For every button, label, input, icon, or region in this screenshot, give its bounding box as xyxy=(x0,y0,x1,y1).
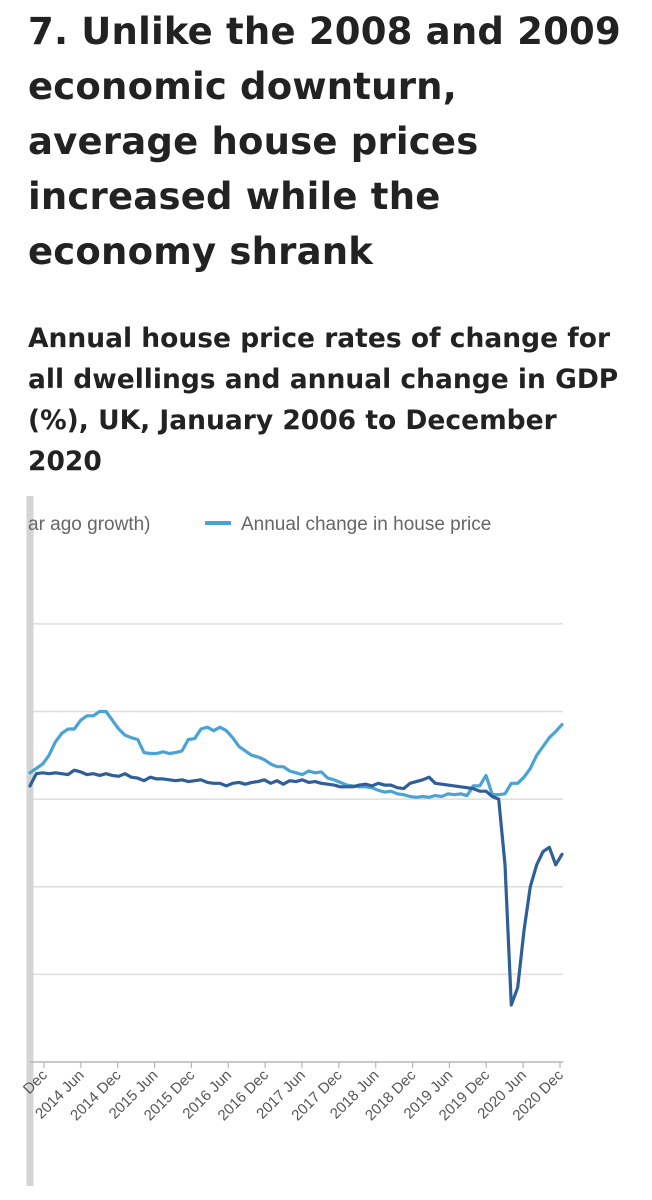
legend-label-gdp: ar ago growth) xyxy=(28,514,151,535)
legend: ar ago growth) Annual change in house pri… xyxy=(28,514,491,535)
page-title: 7. Unlike the 2008 and 2009 economic dow… xyxy=(28,10,621,273)
chart-container: Dec 2014 Jun 2014 Dec 2015 Jun 2015 Dec 2016 … xyxy=(0,496,652,1200)
chart-title: Annual house price rates of change for a… xyxy=(28,323,619,477)
series-line-house-price xyxy=(28,709,564,799)
series-line-gdp xyxy=(28,768,564,1007)
x-tick-label: Dec xyxy=(20,1066,51,1097)
series-lines xyxy=(28,709,564,1007)
legend-label-house-price: Annual change in house price xyxy=(241,514,491,535)
gridlines xyxy=(30,623,563,976)
